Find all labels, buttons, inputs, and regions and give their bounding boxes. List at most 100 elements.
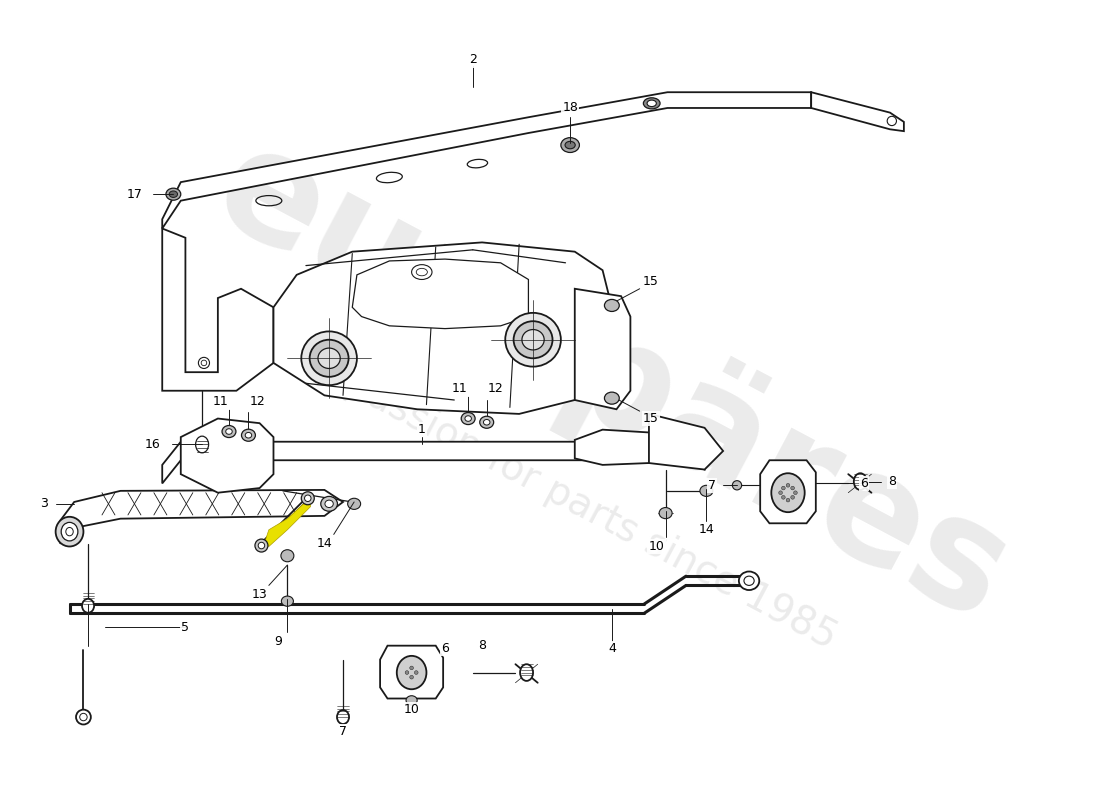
Text: 16: 16 bbox=[145, 438, 161, 451]
Polygon shape bbox=[381, 646, 443, 698]
Ellipse shape bbox=[786, 483, 790, 487]
Ellipse shape bbox=[520, 664, 534, 681]
Ellipse shape bbox=[465, 416, 472, 422]
Ellipse shape bbox=[771, 474, 805, 512]
Ellipse shape bbox=[321, 497, 338, 511]
Ellipse shape bbox=[791, 495, 794, 499]
Text: 15: 15 bbox=[642, 412, 659, 425]
Ellipse shape bbox=[405, 670, 409, 674]
Text: 9: 9 bbox=[274, 634, 282, 647]
Ellipse shape bbox=[791, 486, 794, 490]
Ellipse shape bbox=[255, 539, 268, 552]
Ellipse shape bbox=[514, 322, 552, 358]
Text: 8: 8 bbox=[888, 475, 895, 488]
Ellipse shape bbox=[779, 491, 782, 494]
Text: 11: 11 bbox=[452, 382, 468, 395]
Text: 18: 18 bbox=[562, 102, 579, 114]
Ellipse shape bbox=[226, 429, 232, 434]
Polygon shape bbox=[811, 92, 904, 131]
Text: 7: 7 bbox=[339, 726, 346, 738]
Polygon shape bbox=[162, 92, 811, 229]
Ellipse shape bbox=[700, 486, 713, 497]
Ellipse shape bbox=[781, 495, 785, 499]
Text: 17: 17 bbox=[126, 188, 142, 201]
Ellipse shape bbox=[415, 670, 418, 674]
Text: 15: 15 bbox=[642, 275, 659, 288]
Polygon shape bbox=[575, 430, 676, 465]
Ellipse shape bbox=[222, 426, 235, 438]
Ellipse shape bbox=[484, 419, 490, 425]
Text: 14: 14 bbox=[698, 523, 714, 536]
Ellipse shape bbox=[659, 507, 672, 518]
Ellipse shape bbox=[786, 498, 790, 502]
Text: a passion for parts since 1985: a passion for parts since 1985 bbox=[307, 347, 843, 657]
Ellipse shape bbox=[196, 436, 209, 453]
Polygon shape bbox=[649, 414, 723, 470]
Ellipse shape bbox=[505, 313, 561, 366]
Ellipse shape bbox=[565, 142, 575, 149]
Ellipse shape bbox=[76, 710, 91, 725]
Ellipse shape bbox=[781, 486, 785, 490]
Ellipse shape bbox=[410, 675, 414, 679]
Ellipse shape bbox=[854, 474, 867, 490]
Ellipse shape bbox=[318, 348, 340, 369]
Text: 3: 3 bbox=[41, 498, 48, 510]
Text: 13: 13 bbox=[252, 588, 267, 601]
Polygon shape bbox=[60, 490, 343, 544]
Polygon shape bbox=[352, 259, 528, 329]
Ellipse shape bbox=[242, 430, 255, 442]
Ellipse shape bbox=[397, 656, 427, 690]
Ellipse shape bbox=[461, 413, 475, 425]
Polygon shape bbox=[760, 460, 816, 523]
Polygon shape bbox=[162, 442, 705, 483]
Text: 7: 7 bbox=[708, 478, 716, 492]
Polygon shape bbox=[180, 418, 274, 493]
Polygon shape bbox=[274, 242, 612, 414]
Ellipse shape bbox=[793, 491, 798, 494]
Ellipse shape bbox=[604, 392, 619, 404]
Ellipse shape bbox=[245, 433, 252, 438]
Ellipse shape bbox=[56, 517, 84, 546]
Ellipse shape bbox=[644, 98, 660, 109]
Ellipse shape bbox=[733, 481, 741, 490]
Ellipse shape bbox=[739, 571, 759, 590]
Text: 11: 11 bbox=[212, 395, 229, 408]
Ellipse shape bbox=[324, 500, 333, 507]
Ellipse shape bbox=[301, 331, 356, 385]
Ellipse shape bbox=[258, 542, 265, 549]
Text: 12: 12 bbox=[250, 395, 265, 408]
Ellipse shape bbox=[604, 299, 619, 311]
Text: 10: 10 bbox=[648, 540, 664, 553]
Text: 12: 12 bbox=[488, 382, 504, 395]
Ellipse shape bbox=[406, 696, 417, 705]
Text: 5: 5 bbox=[182, 621, 189, 634]
Text: 1: 1 bbox=[418, 423, 426, 436]
Polygon shape bbox=[162, 229, 274, 390]
Ellipse shape bbox=[301, 492, 315, 505]
Ellipse shape bbox=[62, 522, 78, 541]
Ellipse shape bbox=[305, 495, 311, 502]
Ellipse shape bbox=[309, 340, 349, 377]
Polygon shape bbox=[264, 498, 310, 546]
Ellipse shape bbox=[561, 138, 580, 153]
Ellipse shape bbox=[348, 498, 361, 510]
Text: 6: 6 bbox=[441, 642, 449, 655]
Ellipse shape bbox=[280, 550, 294, 562]
Text: 14: 14 bbox=[317, 537, 332, 550]
Text: 8: 8 bbox=[478, 639, 486, 652]
Polygon shape bbox=[575, 289, 630, 410]
Text: europäres: europäres bbox=[190, 110, 1034, 654]
Ellipse shape bbox=[166, 188, 180, 200]
Text: 4: 4 bbox=[608, 642, 616, 655]
Ellipse shape bbox=[521, 330, 544, 350]
Ellipse shape bbox=[82, 599, 95, 613]
Text: 6: 6 bbox=[860, 477, 868, 490]
Ellipse shape bbox=[410, 666, 414, 670]
Ellipse shape bbox=[169, 191, 177, 198]
Ellipse shape bbox=[337, 710, 349, 724]
Ellipse shape bbox=[480, 416, 494, 428]
Ellipse shape bbox=[282, 596, 294, 606]
Ellipse shape bbox=[647, 100, 657, 106]
Text: 2: 2 bbox=[469, 54, 476, 66]
Text: 10: 10 bbox=[404, 703, 419, 716]
